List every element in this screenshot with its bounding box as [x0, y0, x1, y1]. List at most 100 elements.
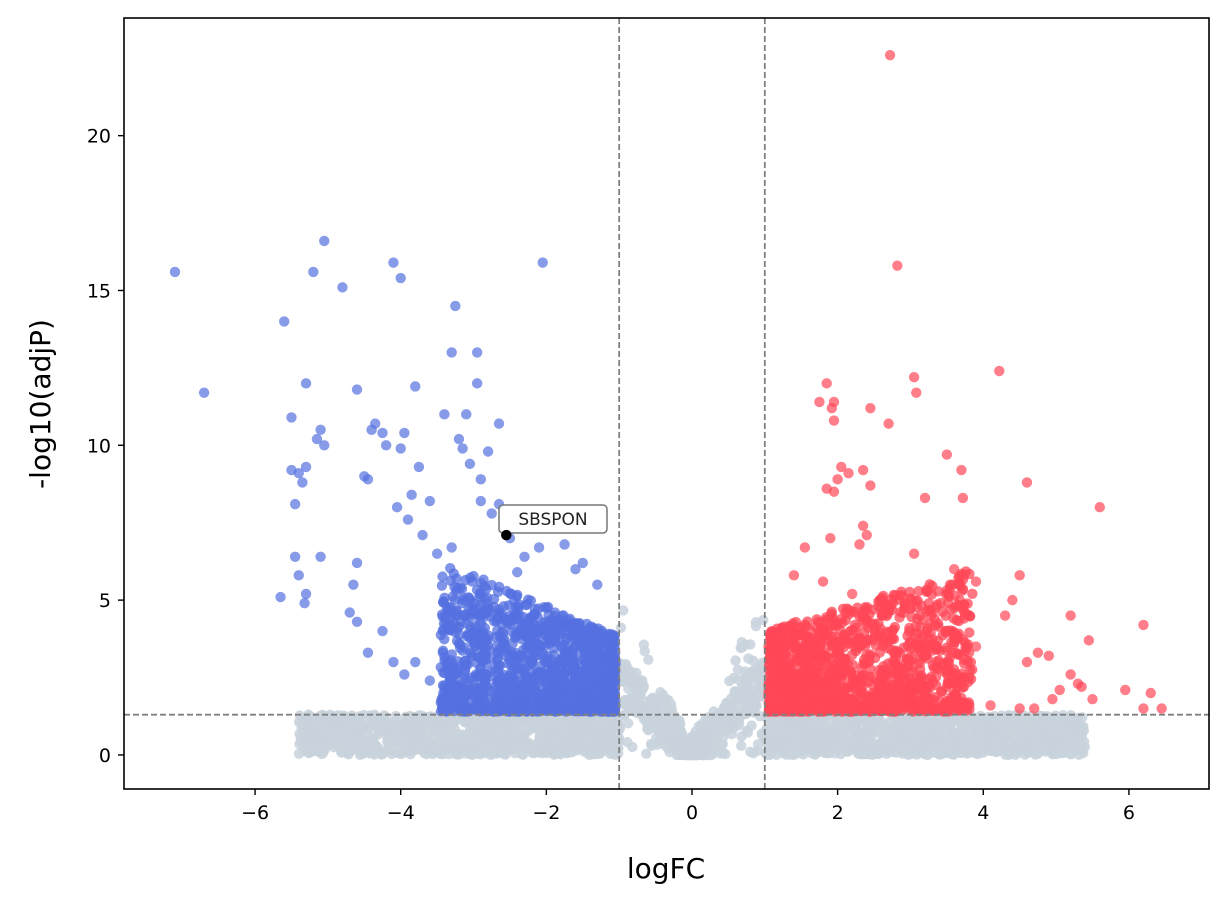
down-point: [526, 656, 538, 667]
ns-point: [506, 739, 517, 750]
down-point: [446, 542, 457, 553]
ns-point: [752, 692, 763, 703]
down-point: [559, 539, 570, 550]
down-point: [470, 669, 482, 680]
down-point: [293, 570, 304, 581]
ns-point: [622, 718, 634, 729]
ns-point: [432, 723, 443, 734]
ns-point: [837, 739, 849, 750]
down-point: [451, 635, 463, 647]
ns-point: [897, 733, 908, 744]
down-point: [485, 666, 497, 678]
ns-point: [422, 744, 434, 756]
ns-point: [713, 716, 725, 728]
down-point: [431, 548, 443, 559]
ns-point: [1069, 742, 1081, 753]
down-point: [565, 630, 577, 642]
down-point: [377, 625, 388, 637]
down-point: [286, 412, 297, 423]
ns-point: [569, 733, 580, 744]
down-point: [577, 684, 589, 696]
ns-point: [446, 714, 458, 726]
ns-point: [725, 702, 736, 713]
ns-point: [1013, 736, 1024, 748]
down-point: [548, 670, 560, 681]
down-point: [362, 647, 374, 658]
down-point: [568, 659, 579, 670]
ns-point: [314, 742, 326, 753]
ns-point: [737, 692, 749, 704]
down-point: [475, 599, 486, 611]
ns-point: [360, 743, 372, 754]
ns-point: [532, 716, 543, 727]
ns-point: [510, 723, 522, 735]
down-point: [486, 579, 497, 591]
down-point: [521, 599, 533, 610]
ns-point: [516, 736, 527, 748]
ns-point: [348, 743, 359, 755]
down-point: [279, 316, 290, 327]
ns-point: [956, 718, 967, 729]
ns-point: [369, 709, 380, 720]
ns-point: [1068, 720, 1080, 731]
down-point: [366, 424, 377, 436]
down-point: [457, 645, 468, 656]
ns-point: [597, 737, 608, 748]
down-point: [592, 697, 603, 708]
down-point: [300, 378, 312, 389]
down-point: [457, 700, 468, 711]
down-point: [464, 458, 476, 470]
ns-point: [605, 716, 616, 727]
ns-point: [949, 730, 960, 741]
ns-point: [318, 732, 329, 744]
down-point: [315, 424, 326, 436]
down-point: [462, 675, 473, 687]
ns-point: [636, 676, 647, 687]
down-point: [493, 418, 505, 429]
down-point: [362, 474, 374, 485]
ns-point: [724, 675, 735, 687]
ns-point: [1036, 720, 1047, 731]
ns-point: [604, 729, 616, 741]
ns-point: [909, 722, 920, 733]
ns-point: [563, 725, 575, 737]
down-point: [537, 257, 548, 268]
ns-point: [308, 732, 320, 743]
ns-point: [643, 654, 654, 665]
down-point: [474, 615, 485, 627]
ns-point: [699, 749, 710, 760]
ns-point: [1077, 722, 1088, 733]
down-point: [465, 572, 476, 583]
down-point: [445, 562, 456, 574]
ns-point: [500, 730, 512, 741]
ns-point: [434, 747, 446, 759]
down-point: [549, 617, 560, 629]
ns-point: [1047, 749, 1058, 760]
ns-point: [987, 724, 999, 735]
ns-point: [594, 728, 606, 739]
down-point: [554, 658, 565, 669]
down-point: [438, 596, 449, 607]
ns-point: [560, 747, 572, 758]
down-point: [471, 378, 483, 389]
down-point: [169, 266, 181, 278]
down-point: [567, 693, 579, 705]
ns-point: [666, 704, 678, 715]
ns-point: [487, 746, 498, 758]
ns-point: [676, 729, 688, 740]
down-point: [337, 282, 348, 293]
ns-point: [715, 748, 726, 759]
ns-point: [580, 729, 591, 741]
down-point: [319, 440, 330, 451]
ns-point: [820, 747, 831, 759]
ns-point: [1044, 727, 1055, 739]
down-point: [539, 666, 550, 677]
ns-point: [590, 748, 602, 760]
down-regulated-points: [169, 235, 621, 717]
down-point: [299, 598, 310, 609]
ns-point: [1003, 732, 1015, 743]
ns-point: [486, 727, 498, 738]
down-point: [395, 443, 406, 454]
down-point: [470, 657, 481, 668]
down-point: [453, 433, 465, 445]
